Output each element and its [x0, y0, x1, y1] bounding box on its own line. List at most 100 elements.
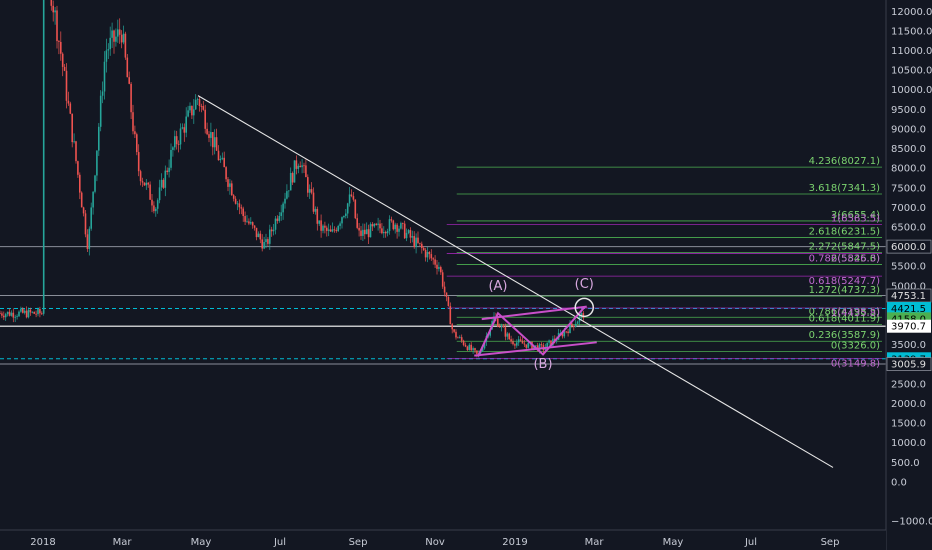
price-badge-text: 6000.0	[891, 242, 926, 253]
candle-body	[189, 105, 191, 111]
candle-body	[459, 337, 461, 338]
candle-body	[124, 33, 127, 58]
trendline[interactable]	[197, 95, 834, 468]
time-axis[interactable]: 2018 Mar May Jul Sep Nov 2019 Mar May Jul Sep	[0, 529, 886, 550]
candle-body	[263, 241, 265, 249]
y-tick-label: 5500.0	[891, 262, 926, 273]
candle-body	[105, 50, 108, 62]
wave-support-line[interactable]	[474, 341, 597, 357]
y-tick-label: 9000.0	[891, 124, 926, 135]
candle-body	[386, 231, 389, 234]
abc-wave[interactable]	[477, 306, 586, 357]
candle-body	[212, 132, 214, 148]
candle-body	[525, 344, 528, 348]
candle-body	[426, 251, 429, 258]
candle-body	[194, 99, 197, 110]
wave-pattern[interactable]: (A) (B) (C)	[474, 277, 597, 372]
time-axis-bg	[0, 530, 886, 550]
candle-body	[421, 243, 423, 248]
candle-body	[390, 219, 393, 221]
candle-body	[407, 230, 410, 233]
candle-body	[573, 325, 575, 327]
candle-body	[301, 165, 303, 168]
candle-body	[14, 316, 16, 318]
fib-label: 3(6655.4)	[831, 210, 880, 221]
candle-body	[96, 150, 98, 176]
candle-body	[339, 223, 341, 226]
candle-body	[33, 311, 35, 314]
candle-body	[320, 220, 322, 231]
candle-body	[107, 49, 110, 51]
candle-body	[383, 231, 385, 234]
candle-body	[502, 325, 505, 328]
price-badge	[886, 357, 932, 371]
candle-body	[289, 173, 292, 191]
candle-body	[136, 134, 138, 153]
candle-body	[101, 91, 104, 96]
wave-resistance-line[interactable]	[481, 305, 587, 321]
candle-body	[94, 175, 96, 192]
candle-body	[202, 106, 205, 110]
candle-body	[160, 179, 163, 188]
price-axis[interactable]: 12000.0 11500.0 11000.0 10500.0 10000.0 9500.…	[885, 0, 932, 550]
y-tick-label: 10500.0	[891, 66, 932, 77]
candle-body	[109, 37, 111, 50]
candle-body	[31, 311, 34, 313]
candle-body	[316, 208, 319, 224]
candle-body	[259, 233, 262, 240]
candle-body	[20, 308, 22, 312]
x-tick-label: Mar	[113, 537, 133, 548]
candle-body	[571, 323, 573, 326]
fib-label: 1(4435.8)	[831, 308, 880, 319]
y-tick-label: 10000.0	[891, 85, 932, 96]
candle-body	[453, 329, 455, 332]
candle-body	[191, 105, 193, 116]
candle-body	[409, 230, 412, 238]
candle-body	[147, 182, 149, 185]
candle-body	[436, 264, 438, 269]
descending-trendline[interactable]	[197, 95, 834, 468]
candle-body	[132, 112, 134, 132]
candle-body	[305, 165, 307, 178]
candle-body	[424, 249, 427, 258]
candle-body	[284, 198, 286, 204]
candle-body	[580, 313, 583, 317]
target-circle[interactable]	[574, 297, 594, 318]
y-tick-label: 2500.0	[891, 379, 926, 390]
candle-body	[327, 229, 330, 231]
y-tick-label: 11500.0	[891, 26, 932, 37]
candle-body	[512, 341, 514, 345]
candle-body	[516, 342, 518, 346]
candle-body	[360, 230, 362, 236]
candle-body	[434, 259, 436, 265]
candle-body	[445, 292, 448, 298]
candle-body	[60, 41, 62, 54]
candle-body	[540, 344, 543, 346]
y-tick-label: 6500.0	[891, 223, 926, 234]
candle-body	[422, 247, 425, 250]
candle-body	[204, 109, 206, 129]
candle-body	[215, 137, 218, 151]
candle-body	[519, 339, 522, 341]
candle-body	[162, 179, 165, 188]
candle-body	[377, 223, 379, 225]
candle-body	[288, 190, 290, 192]
candle-body	[297, 165, 300, 169]
candle-body	[172, 147, 174, 150]
x-tick-label: Mar	[585, 537, 605, 548]
candle-body	[535, 345, 537, 347]
candle-body	[98, 126, 100, 151]
candle-body	[175, 136, 178, 145]
y-tick-label: 0.0	[891, 477, 907, 488]
candle-body	[113, 30, 115, 42]
candle-body	[246, 221, 248, 223]
candle-body	[318, 220, 320, 224]
candle-body	[286, 191, 288, 199]
candle-body	[333, 229, 336, 231]
x-tick-label: May	[663, 537, 684, 548]
candle-body	[56, 10, 58, 42]
fib-label: 2.272(5847.5)	[809, 242, 881, 253]
candle-body	[58, 41, 60, 42]
candle-body	[375, 223, 377, 225]
